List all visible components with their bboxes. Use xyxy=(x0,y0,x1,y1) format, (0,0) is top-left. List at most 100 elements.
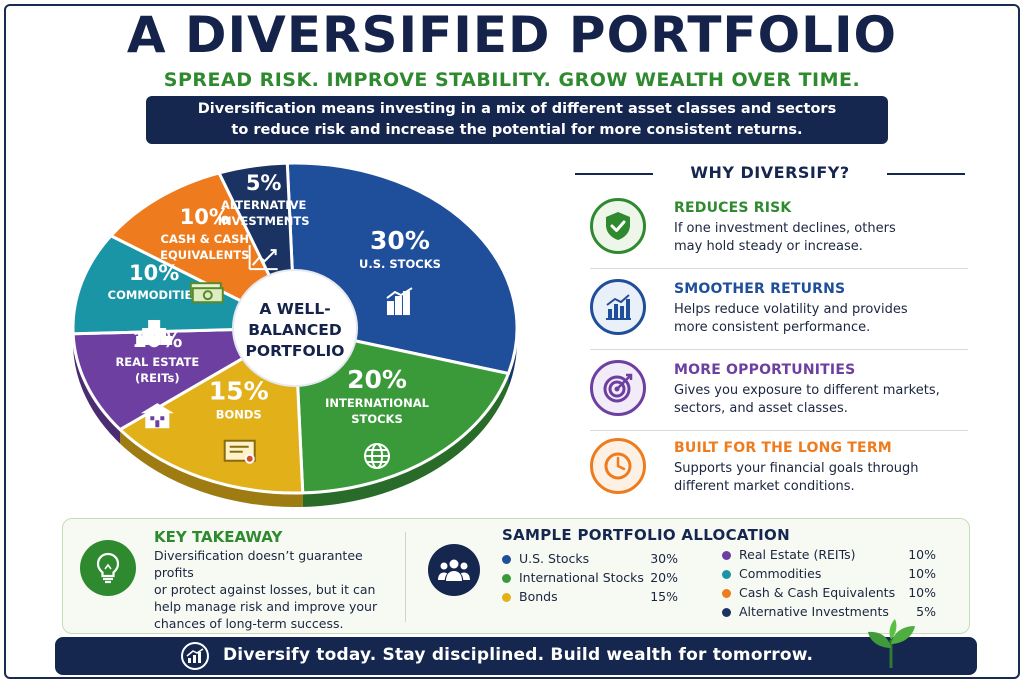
why-item-more-opportunities: MORE OPPORTUNITIES Gives you exposure to… xyxy=(590,360,968,430)
cash-icon xyxy=(189,282,224,304)
slice-name-label: CASH & CASH xyxy=(161,232,250,246)
slice-name-label: ALTERNATIVE xyxy=(221,198,307,212)
takeaway-line: Diversification doesn’t guarantee profit… xyxy=(154,548,363,580)
takeaway-line: help manage risk and improve your xyxy=(154,599,378,614)
certificate-icon xyxy=(223,439,256,464)
allocation-name: Real Estate (REITs) xyxy=(739,547,856,562)
why-diversify-header: WHY DIVERSIFY? xyxy=(575,163,965,185)
why-divider xyxy=(590,349,968,350)
why-description: Gives you exposure to different markets,… xyxy=(674,382,974,418)
takeaway-line: or protect against losses, but it can xyxy=(154,582,376,597)
page-subtitle: SPREAD RISK. IMPROVE STABILITY. GROW WEA… xyxy=(163,69,861,91)
why-description: If one investment declines, others may h… xyxy=(674,220,974,256)
seedling-icon xyxy=(858,618,924,674)
allocation-pct: 15% xyxy=(650,589,678,604)
why-heading: BUILT FOR THE LONG TERM xyxy=(674,440,892,456)
slice-name-label: BONDS xyxy=(216,408,262,422)
allocation-name: U.S. Stocks xyxy=(519,551,590,566)
lightbulb-icon xyxy=(80,540,136,596)
intro-line-2: to reduce risk and increase the potentia… xyxy=(231,122,803,138)
allocation-pct: 5% xyxy=(916,604,936,619)
pie-center-circle xyxy=(232,269,358,387)
people-group-icon xyxy=(428,544,480,596)
why-desc-line: different market conditions. xyxy=(674,479,855,494)
allocation-name: Bonds xyxy=(519,589,558,604)
allocation-row: U.S. Stocks 30% xyxy=(502,551,678,567)
slice-percent-label: 20% xyxy=(347,365,407,394)
slice-name-label: COMMODITIES xyxy=(108,288,201,302)
pie-slice-edge xyxy=(73,333,121,444)
page-title: A DIVERSIFIED PORTFOLIO xyxy=(126,6,898,64)
portfolio-pie-chart: A WELL- BALANCED PORTFOLIO 30% U.S. STOCKS 20… xyxy=(55,140,535,525)
allocation-row: Cash & Cash Equivalents 10% xyxy=(722,585,936,601)
allocation-name: Cash & Cash Equivalents xyxy=(739,585,896,600)
pie-center-label: PORTFOLIO xyxy=(246,342,345,360)
why-heading: SMOOTHER RETURNS xyxy=(674,281,846,297)
slice-percent-label: 10% xyxy=(180,205,230,229)
trend-line-icon xyxy=(248,245,278,271)
slice-percent-label: 10% xyxy=(129,261,179,285)
why-desc-line: Supports your financial goals through xyxy=(674,461,919,476)
why-desc-line: more consistent performance. xyxy=(674,320,871,335)
legend-dot xyxy=(502,555,511,564)
slice-name-label: EQUIVALENTS xyxy=(160,248,249,262)
target-icon xyxy=(590,360,646,416)
gold-bars-icon xyxy=(136,319,173,345)
legend-dot xyxy=(722,608,731,617)
allocation-title: SAMPLE PORTFOLIO ALLOCATION xyxy=(502,526,790,544)
why-item-long-term: BUILT FOR THE LONG TERM Supports your fi… xyxy=(590,438,968,508)
slice-name-label: (REITs) xyxy=(135,371,180,385)
slice-name-label: INTERNATIONAL xyxy=(325,396,430,410)
clock-icon xyxy=(590,438,646,494)
header-rule-right xyxy=(887,173,965,175)
allocation-pct: 10% xyxy=(908,585,936,600)
why-desc-line: may hold steady or increase. xyxy=(674,239,863,254)
panel-separator xyxy=(405,532,406,622)
why-divider xyxy=(590,430,968,431)
slice-name-label: REAL ESTATE xyxy=(115,355,199,369)
why-diversify-title: WHY DIVERSIFY? xyxy=(690,163,850,182)
page-frame xyxy=(4,4,1020,679)
why-heading: REDUCES RISK xyxy=(674,200,792,216)
why-description: Supports your financial goals through di… xyxy=(674,460,974,496)
pie-slice-edge xyxy=(120,429,303,507)
pie-slice-edge xyxy=(302,373,509,507)
legend-dot xyxy=(502,574,511,583)
slice-name-label: INVESTMENTS xyxy=(218,214,310,228)
allocation-row: Alternative Investments 5% xyxy=(722,604,936,620)
growth-chart-icon xyxy=(181,642,209,670)
pie-slice xyxy=(293,326,510,495)
legend-dot xyxy=(722,551,731,560)
allocation-row: International Stocks 20% xyxy=(502,570,678,586)
building-icon xyxy=(140,403,174,429)
slice-percent-label: 5% xyxy=(246,171,282,195)
pie-center-label: A WELL- xyxy=(259,300,330,318)
legend-dot xyxy=(722,589,731,598)
footer-text: Diversify today. Stay disciplined. Build… xyxy=(223,645,814,665)
allocation-pct: 30% xyxy=(650,551,678,566)
allocation-name: Commodities xyxy=(739,566,822,581)
legend-dot xyxy=(722,570,731,579)
why-item-smoother-returns: SMOOTHER RETURNS Helps reduce volatility… xyxy=(590,279,968,349)
intro-banner: Diversification means investing in a mix… xyxy=(146,96,888,144)
allocation-row: Commodities 10% xyxy=(722,566,936,582)
pie-svg: A WELL- BALANCED PORTFOLIO 30% U.S. STOCKS 20… xyxy=(71,161,519,507)
key-takeaway-title: KEY TAKEAWAY xyxy=(154,528,283,546)
header-rule-left xyxy=(575,173,653,175)
allocation-row: Bonds 15% xyxy=(502,589,678,605)
why-description: Helps reduce volatility and provides mor… xyxy=(674,301,974,337)
allocation-pct: 20% xyxy=(650,570,678,585)
pie-center-label: BALANCED xyxy=(248,321,342,339)
allocation-row: Real Estate (REITs) 10% xyxy=(722,547,936,563)
why-desc-line: Helps reduce volatility and provides xyxy=(674,302,908,317)
allocation-name: International Stocks xyxy=(519,570,644,585)
footer-banner: Diversify today. Stay disciplined. Build… xyxy=(55,637,977,675)
shield-check-icon xyxy=(590,198,646,254)
allocation-pct: 10% xyxy=(908,547,936,562)
takeaway-line: chances of long-term success. xyxy=(154,616,344,631)
allocation-name: Alternative Investments xyxy=(739,604,889,619)
slice-name-label: U.S. STOCKS xyxy=(359,257,441,271)
intro-line-1: Diversification means investing in a mix… xyxy=(197,101,837,117)
slice-percent-label: 30% xyxy=(370,226,430,255)
legend-dot xyxy=(502,593,511,602)
